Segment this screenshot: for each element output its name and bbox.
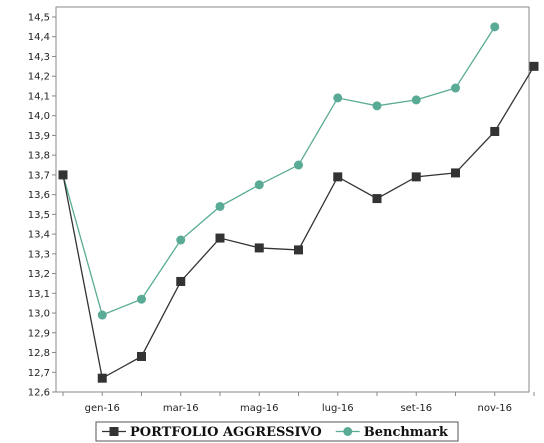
data-point [215,201,225,211]
y-tick-label: 14,3 [28,52,50,63]
data-point [176,276,186,286]
legend-item: PORTFOLIO AGGRESSIVO [102,425,322,440]
y-tick-label: 14,2 [28,72,50,83]
legend-label: PORTFOLIO AGGRESSIVO [130,425,322,440]
y-tick-label: 13,1 [28,289,50,300]
y-tick-label: 12,8 [28,348,50,359]
legend-label: Benchmark [364,425,449,440]
y-axis: 12,6 12,7 12,8 12,9 13,0 13,1 13,2 13,3 13,4 13,5… [28,13,56,399]
data-point [137,351,146,361]
y-tick-label: 13,2 [28,269,50,280]
data-point [490,22,500,32]
series-benchmark [58,22,500,320]
data-point [294,160,303,170]
x-tick-label: lug-16 [322,403,354,414]
data-point [411,95,421,105]
data-point [215,233,225,243]
legend-marker [343,427,353,436]
y-tick-label: 13,4 [28,230,50,241]
series-layer [58,22,539,383]
data-point [58,170,68,180]
y-tick-label: 14,0 [28,111,50,122]
y-tick-label: 14,1 [28,91,50,102]
data-point [97,310,107,320]
legend: PORTFOLIO AGGRESSIVO Benchmark [95,421,459,442]
legend-marker [109,427,119,436]
y-tick-label: 13,6 [28,190,50,201]
x-tick-label: nov-16 [478,403,512,414]
x-tick-label: gen-16 [85,403,120,414]
data-point [97,373,107,383]
y-tick-label: 13,7 [28,170,50,181]
data-point [254,243,264,253]
plot-frame [55,6,530,393]
x-tick-label: set-16 [400,403,432,414]
data-point [490,126,500,136]
y-tick-label: 14,5 [28,13,50,24]
data-point [333,93,343,103]
y-tick-label: 13,5 [28,210,50,221]
data-point [451,168,460,178]
y-tick-label: 13,8 [28,151,50,162]
x-axis: gen-16 mar-16 mag-16 lug-16 set-16 nov-16 [62,392,535,414]
data-point [529,61,539,71]
y-tick-label: 13,0 [28,309,50,320]
y-tick-label: 13,3 [28,249,50,260]
data-point [137,294,146,304]
y-tick-label: 12,6 [28,388,50,399]
legend-item: Benchmark [335,425,449,440]
x-tick-label: mar-16 [163,403,199,414]
y-tick-label: 12,9 [28,328,50,339]
data-point [333,172,343,182]
data-point [411,172,421,182]
x-tick-label: mag-16 [240,403,279,414]
y-tick-label: 12,7 [28,368,50,379]
series-portfolio-aggressivo [58,61,539,383]
data-point [294,245,303,255]
data-point [372,101,382,111]
y-tick-label: 13,9 [28,131,50,142]
data-point [176,235,186,245]
data-point [254,180,264,190]
series-line [62,26,496,316]
data-point [372,194,382,204]
y-tick-label: 14,4 [28,32,50,43]
legend-box [95,421,459,442]
data-point [451,83,460,93]
